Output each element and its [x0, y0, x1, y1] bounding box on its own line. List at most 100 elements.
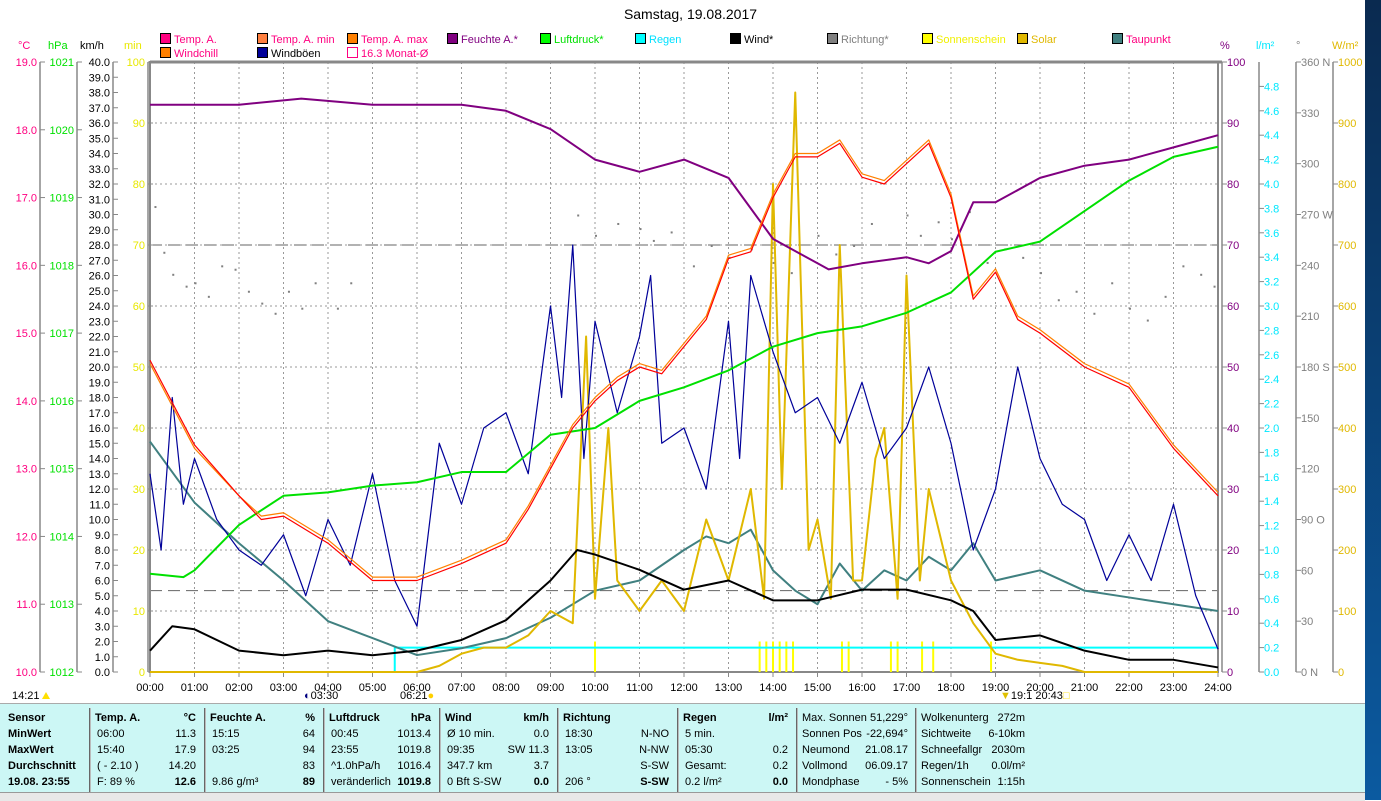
- unit-deg: °: [1296, 40, 1301, 52]
- cell-value: S-SW: [640, 776, 669, 788]
- axis-label-wm2: 200: [1338, 545, 1356, 557]
- column-unit: hPa: [410, 712, 431, 724]
- legend-label: Richtung*: [841, 34, 889, 46]
- axis-label-rain: 2.0: [1264, 423, 1279, 435]
- axis-label-rain: 0.8: [1264, 569, 1279, 581]
- axis-label-kmh: 24.0: [89, 301, 110, 313]
- axis-label-pct: 60: [1227, 301, 1239, 313]
- column-separator: [89, 708, 91, 792]
- x-tick-label: 08:00: [492, 682, 520, 694]
- astro-label: Max. Sonnen: [802, 712, 867, 724]
- unit-wm2: W/m²: [1332, 40, 1359, 52]
- x-tick-label: 15:00: [804, 682, 832, 694]
- cell-value: 0.2: [772, 744, 788, 756]
- axis-label-pct: 70: [1227, 240, 1239, 252]
- series-line-feuchte-a-: [150, 97, 1219, 271]
- axis-label-rain: 4.0: [1264, 179, 1279, 191]
- axis-label-hpa: 1021: [50, 57, 74, 69]
- axis-label-kmh: 9.0: [95, 530, 110, 542]
- axis-label-temp: 13.0: [16, 464, 37, 476]
- axis-label-kmh: 18.0: [89, 393, 110, 405]
- extra-value: 0.0l/m²: [991, 760, 1025, 772]
- axis-label-kmh: 1.0: [95, 652, 110, 664]
- cell-value: [677, 726, 788, 742]
- axis-label-deg: 180 S: [1301, 362, 1330, 374]
- x-tick-label: 23:00: [1160, 682, 1188, 694]
- x-tick-label: 19:00: [982, 682, 1010, 694]
- x-tick-label: 16:00: [848, 682, 876, 694]
- axis-label-kmh: 4.0: [95, 606, 110, 618]
- cell-left: 15:40: [97, 744, 125, 756]
- sun-icon: [41, 692, 50, 699]
- axis-label-rain: 2.6: [1264, 350, 1279, 362]
- extra-label: Sichtweite: [921, 728, 972, 740]
- direction-point: [314, 282, 317, 285]
- direction-point: [835, 253, 838, 256]
- column-separator: [323, 708, 325, 792]
- sunrise-icon: ●: [427, 690, 435, 702]
- axis-label-hpa: 1020: [50, 125, 74, 137]
- unit-min: min: [124, 40, 142, 52]
- axis-label-rain: 0.2: [1264, 643, 1279, 655]
- direction-point: [1164, 295, 1167, 298]
- axis-label-wm2: 400: [1338, 423, 1356, 435]
- legend-swatch: [447, 33, 458, 44]
- sunset-time-a: 19:1: [1010, 690, 1033, 702]
- axis-label-deg: 120: [1301, 464, 1319, 476]
- direction-point: [639, 228, 642, 231]
- legend-label: Regen: [649, 34, 682, 46]
- chart-title: Samstag, 19.08.2017: [623, 6, 758, 22]
- legend-item: Temp. A.: [160, 33, 217, 46]
- x-tick-label: 05:00: [359, 682, 387, 694]
- axis-label-kmh: 0.0: [95, 667, 110, 679]
- axis-label-min: 60: [133, 301, 145, 313]
- series-line-temp-a-max: [149, 139, 1219, 578]
- direction-point: [906, 214, 909, 217]
- direction-point: [194, 282, 197, 285]
- axis-label-kmh: 7.0: [95, 560, 110, 572]
- axis-label-pct: 100: [1227, 57, 1245, 69]
- extra-value: 2030m: [991, 744, 1025, 756]
- axis-label-kmh: 34.0: [89, 149, 110, 161]
- extra-label: Schneefallgr: [921, 744, 983, 756]
- cell-value: 17.9: [174, 744, 196, 756]
- moon-icon: ◐: [304, 690, 311, 702]
- sensor-row-label: Durchschnitt: [8, 760, 76, 772]
- x-tick-label: 00:00: [136, 682, 164, 694]
- legend-swatch: [540, 33, 551, 44]
- axis-label-kmh: 27.0: [89, 255, 110, 267]
- axis-label-temp: 12.0: [16, 531, 37, 543]
- axis-label-kmh: 26.0: [89, 271, 110, 283]
- axis-label-kmh: 8.0: [95, 545, 110, 557]
- axis-label-kmh: 10.0: [89, 515, 110, 527]
- unit-temp: °C: [18, 40, 31, 52]
- column-header: Richtung: [563, 712, 611, 724]
- axis-label-deg: 300: [1301, 159, 1319, 171]
- cell-value: N-NW: [639, 744, 669, 756]
- axis-label-deg: 150: [1301, 413, 1319, 425]
- axis-label-rain: 0.0: [1264, 667, 1279, 679]
- legend-label: Luftdruck*: [554, 34, 604, 46]
- cell-value: 1016.4: [397, 760, 431, 772]
- legend-item: Luftdruck*: [540, 33, 604, 46]
- sunrise-marker: 06:21●: [400, 690, 434, 702]
- cell-value: 94: [302, 744, 315, 756]
- direction-point: [274, 312, 277, 315]
- direction-point: [951, 238, 953, 241]
- direction-point: [1182, 265, 1185, 268]
- axis-label-temp: 14.0: [16, 396, 37, 408]
- axis-label-hpa: 1016: [50, 396, 74, 408]
- direction-point: [870, 222, 873, 225]
- direction-point: [185, 285, 188, 288]
- sunset-icon: ▼: [1000, 690, 1011, 702]
- column-header: Temp. A.: [95, 712, 141, 724]
- x-tick-label: 13:00: [715, 682, 743, 694]
- axis-label-rain: 0.4: [1264, 618, 1279, 630]
- axis-label-deg: 270 W: [1301, 210, 1333, 222]
- axis-label-hpa: 1015: [50, 464, 74, 476]
- astro-value: -22,694°: [866, 728, 908, 740]
- x-tick-label: 12:00: [670, 682, 698, 694]
- cell-left: Gesamt:: [685, 760, 727, 772]
- legend-label: 16.3 Monat-Ø: [361, 48, 429, 60]
- axis-label-rain: 1.2: [1264, 521, 1279, 533]
